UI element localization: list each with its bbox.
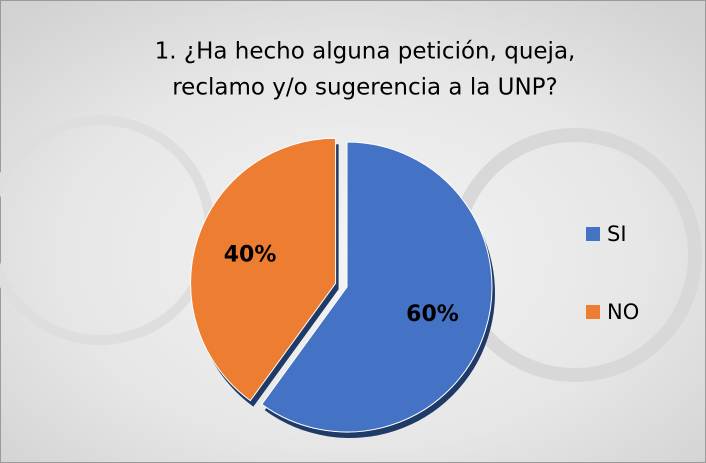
pie-slice [261,141,493,433]
data-label: 60% [406,302,459,327]
legend-swatch [586,305,600,319]
legend-label: NO [607,300,639,324]
legend-label: SI [607,222,627,246]
chart-title: 1. ¿Ha hecho alguna petición, queja, [155,39,576,65]
legend-swatch [586,227,600,241]
data-label: 40% [224,243,277,268]
pie-slice [190,137,337,402]
chart-title: reclamo y/o sugerencia a la UNP? [172,75,558,101]
